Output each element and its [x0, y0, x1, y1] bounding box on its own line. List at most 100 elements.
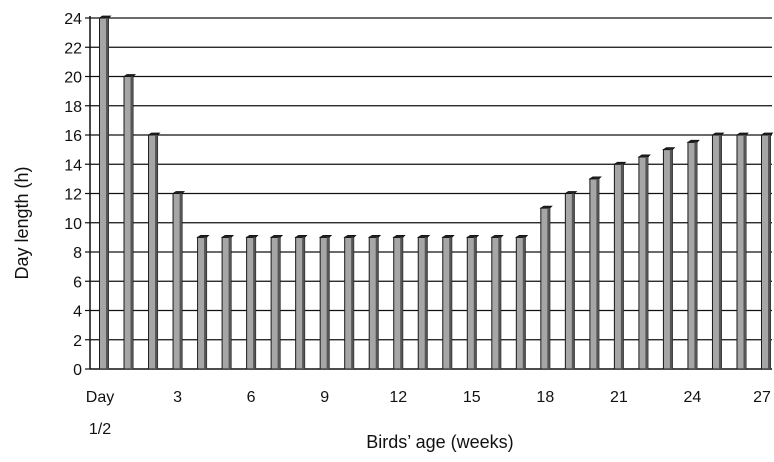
bar-side [694, 142, 697, 369]
bar-4 [196, 234, 210, 370]
bar-side [302, 237, 305, 369]
y-tick-label: 0 [73, 362, 82, 379]
y-axis-title: Day length (h) [12, 166, 32, 279]
bar-top-cap [711, 132, 725, 136]
bar-side [743, 135, 746, 369]
bar-top-cap [98, 15, 112, 19]
bar-side [596, 178, 599, 369]
bar-side [669, 149, 673, 369]
bar-top-cap [343, 234, 357, 238]
x-tick-label: Day [86, 389, 114, 406]
bar-19 [564, 191, 578, 370]
bar-22 [637, 154, 651, 370]
bar-top-cap [147, 132, 161, 136]
x-axis-title: Birds’ age (weeks) [366, 432, 513, 452]
bar-top-cap [465, 234, 480, 238]
x-tick-label: 6 [247, 389, 256, 406]
bar-side [106, 18, 109, 369]
bar-top-cap [564, 191, 578, 194]
bar-14 [441, 234, 455, 370]
bar-top-cap [588, 176, 602, 180]
bar-18 [539, 205, 553, 370]
bar-9 [318, 234, 333, 370]
bar-2 [147, 132, 161, 370]
bar-top-cap [637, 154, 651, 158]
y-tick-label: 16 [64, 128, 82, 145]
y-tick-label: 18 [64, 99, 82, 116]
bar-side [498, 237, 501, 369]
bar-6 [245, 234, 259, 370]
bar-side [645, 156, 648, 369]
bar-side [400, 237, 403, 369]
bar-21 [613, 161, 627, 370]
x-tick-label: 15 [463, 389, 481, 406]
bar-24 [686, 139, 700, 370]
x-tick-label: 18 [536, 389, 554, 406]
bar-side [130, 76, 134, 369]
bar-11 [367, 234, 382, 370]
bar-side [179, 193, 183, 369]
bar-top-cap [269, 234, 284, 238]
x-tick-label-line2: 1/2 [89, 421, 111, 438]
bar-side [547, 208, 550, 369]
y-tick-label: 12 [64, 187, 82, 204]
bar-15 [465, 234, 480, 370]
bar-top-cap [196, 234, 210, 238]
bar-7 [269, 234, 284, 370]
bar-25 [711, 132, 725, 370]
y-tick-label: 14 [64, 157, 82, 174]
bar-side [449, 237, 452, 369]
bar-side [571, 193, 575, 369]
bar-side [718, 135, 722, 369]
bar-top-cap [416, 234, 431, 238]
y-tick-label: 24 [64, 11, 82, 28]
bar-top-cap [539, 205, 553, 209]
bar-10 [343, 234, 357, 370]
bar-top-cap [245, 234, 259, 238]
x-tick-label: 27 [753, 389, 771, 406]
bar-top-cap [490, 234, 504, 238]
bar-top-cap [686, 139, 700, 143]
bars [98, 15, 774, 370]
y-tick-label: 10 [64, 216, 82, 233]
bar-top-cap [392, 234, 406, 238]
bar-top-cap [662, 147, 676, 151]
bar-top-cap [294, 234, 308, 238]
bar-side [473, 237, 477, 369]
bar-top-cap [613, 161, 627, 165]
bar-26 [735, 132, 749, 370]
x-tick-labels: Day 1/2 3 6 9 12 15 18 21 24 27 [86, 389, 771, 438]
bar-5 [220, 234, 235, 370]
bar-23 [662, 147, 676, 370]
y-tick-label: 4 [73, 304, 82, 321]
bar-side [522, 237, 526, 369]
y-tick-label: 20 [64, 70, 82, 87]
bar-3 [171, 191, 186, 370]
bar-top-cap [171, 191, 186, 194]
bar-side [155, 135, 158, 369]
bar-12 [392, 234, 406, 370]
bar-side [375, 237, 379, 369]
bar-top-cap [760, 132, 774, 136]
x-tick-label: 3 [173, 389, 182, 406]
bar-side [253, 237, 256, 369]
y-tick-label: 2 [73, 333, 82, 350]
bar-side [326, 237, 330, 369]
bar-top-cap [122, 74, 136, 77]
bar-side [277, 237, 281, 369]
bar-side [228, 237, 232, 369]
bar-17 [514, 234, 529, 370]
bar-top-cap [318, 234, 333, 238]
bar-top-cap [367, 234, 382, 238]
x-tick-label: 24 [684, 389, 702, 406]
bar-16 [490, 234, 504, 370]
x-tick-label: 21 [610, 389, 628, 406]
bar-top-cap [514, 234, 529, 238]
bar-side [620, 164, 624, 369]
x-tick-label: 12 [389, 389, 407, 406]
bar-side [768, 135, 771, 369]
bar-side [351, 237, 354, 369]
